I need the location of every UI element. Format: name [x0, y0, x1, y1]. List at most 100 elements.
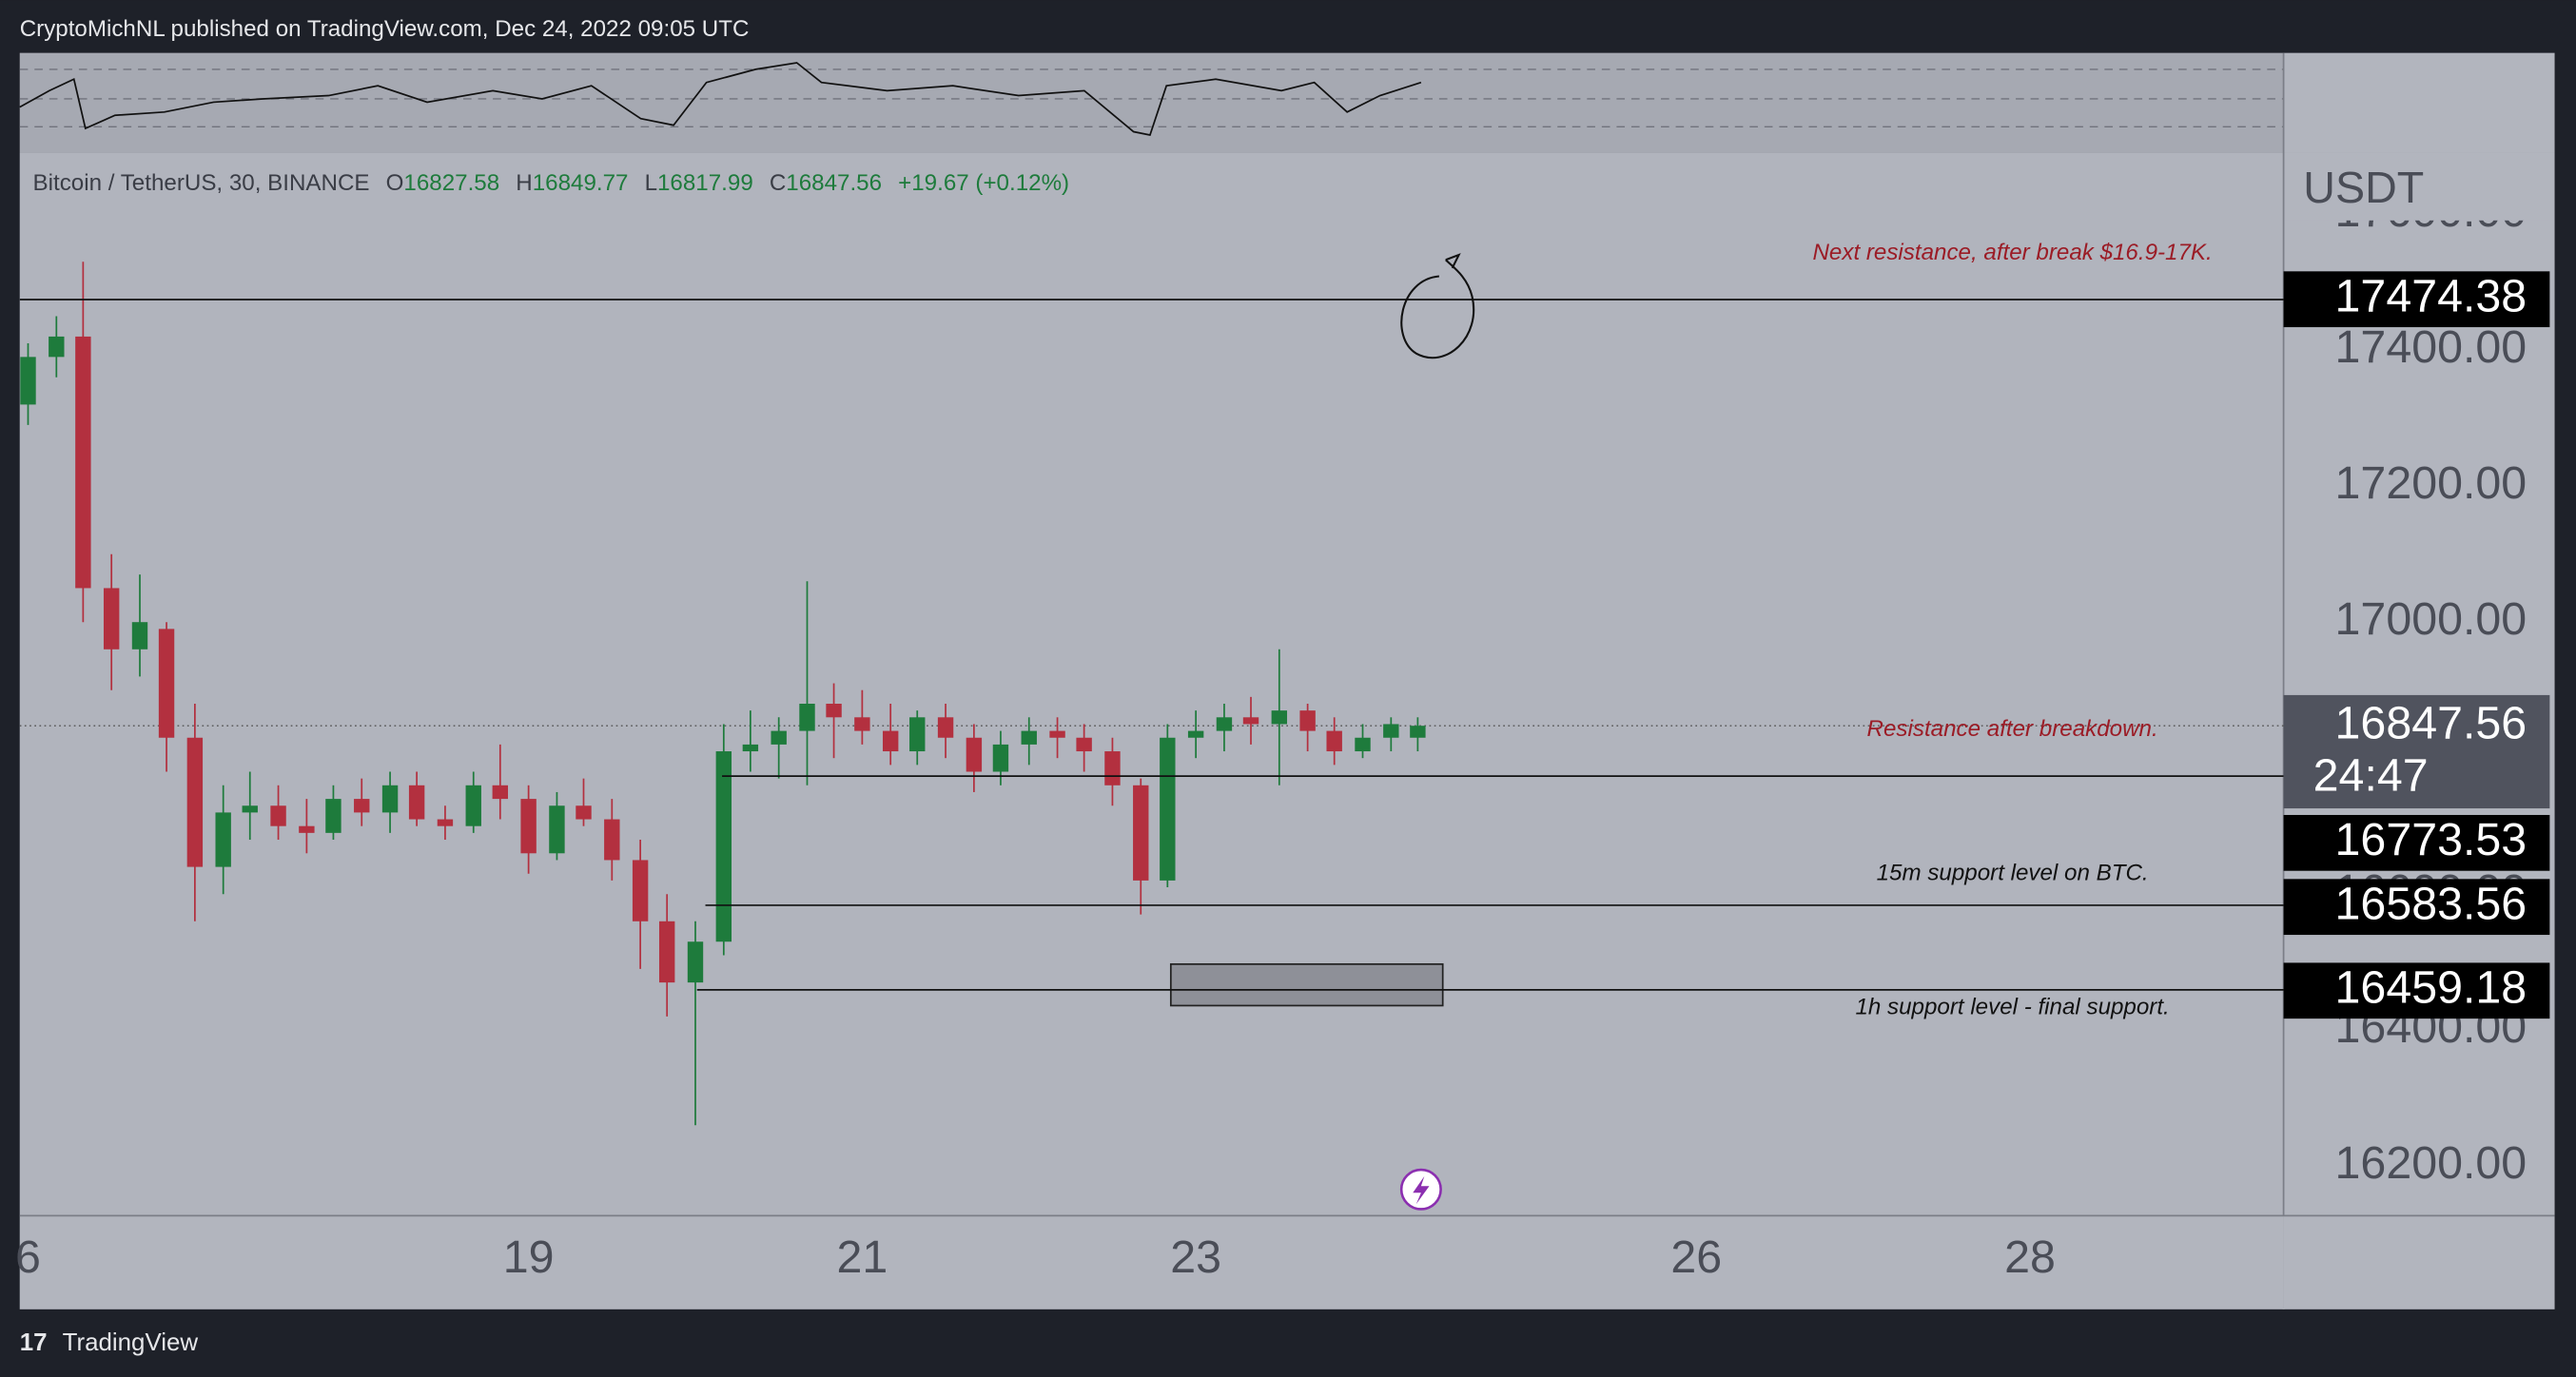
candle-body [1355, 737, 1371, 752]
candle-body [1271, 710, 1288, 725]
y-tick-label: 17200.00 [2335, 457, 2527, 509]
time-scale [19, 1215, 2284, 1309]
y-tick-label: 17400.00 [2335, 321, 2527, 373]
last-price-label: 16847.56 [2335, 697, 2527, 748]
level-note: Next resistance, after break $16.9-17K. [1812, 240, 2212, 265]
level-note: 15m support level on BTC. [1877, 861, 2149, 886]
legend-value: 16847.56 [786, 170, 882, 196]
legend: Bitcoin / TetherUS, 30, BINANCE O16827.5… [33, 170, 1070, 196]
indicator-pane [19, 52, 2284, 153]
countdown-label: 24:47 [2313, 750, 2429, 802]
legend-change: +19.67 (+0.12%) [898, 170, 1069, 196]
y-tick-label: 17000.00 [2335, 593, 2527, 645]
indicator-line [19, 62, 1422, 136]
candle-body [299, 825, 315, 833]
candle-body [909, 717, 926, 752]
plot [19, 262, 2284, 1126]
price-pane [19, 152, 2284, 1216]
price-scale [2283, 152, 2555, 1216]
candle-body [799, 703, 815, 731]
x-tick-label: 23 [1170, 1232, 1221, 1283]
drawing-circle [1400, 259, 1475, 359]
level-note: Resistance after breakdown. [1867, 716, 2158, 742]
logo: 17 [20, 1329, 48, 1356]
event-icon [1413, 1175, 1430, 1205]
candle-body [771, 730, 787, 745]
legend-value: 16849.77 [533, 170, 629, 196]
candle-body [325, 799, 342, 833]
candle-body [242, 805, 258, 813]
candle-body [658, 921, 675, 983]
indicator-scale [2283, 52, 2555, 153]
footer-brand: TradingView [63, 1329, 199, 1356]
candle-body [1299, 710, 1316, 731]
candle-body [1242, 717, 1259, 725]
candle-body [492, 785, 509, 800]
corner [2283, 1215, 2555, 1309]
candle-body [215, 812, 231, 867]
candle-body [1104, 751, 1121, 785]
candle-body [715, 751, 732, 942]
candle-body [604, 819, 620, 861]
candle-body [937, 717, 954, 738]
candle-body [1049, 730, 1065, 738]
legend-value: 16817.99 [657, 170, 753, 196]
price-label-box [2283, 962, 2550, 1019]
zone [1169, 962, 1444, 1007]
candle-body [742, 744, 759, 752]
candle-body [882, 730, 899, 752]
price-label: 16583.56 [2335, 878, 2527, 929]
candle-body [381, 785, 399, 813]
price-label: 16773.53 [2335, 814, 2527, 865]
candle-body [20, 357, 36, 405]
level-note: 1h support level - final support. [1855, 994, 2169, 1019]
candle-body [408, 785, 425, 820]
candle-body [1383, 724, 1399, 738]
legend-label: O [386, 170, 404, 196]
price-label-box [2283, 879, 2550, 936]
price-label-box [2283, 814, 2550, 871]
drawing-arrow [1445, 253, 1461, 269]
candle-body [270, 805, 286, 826]
x-tick-label: 21 [836, 1232, 888, 1283]
candle-body [131, 622, 148, 650]
x-tick-label: 26 [1670, 1232, 1722, 1283]
x-tick-label: 28 [2004, 1232, 2056, 1283]
candle-body [354, 799, 370, 813]
candle-body [549, 805, 565, 854]
candle-body [75, 336, 91, 589]
candle-body [992, 744, 1009, 772]
x-tick-label: 19 [503, 1232, 555, 1283]
publish-header: CryptoMichNL published on TradingView.co… [20, 16, 750, 42]
candle-body [49, 336, 65, 358]
candle-body [1133, 785, 1149, 881]
price-label-box [2283, 271, 2550, 328]
candle-body [1021, 730, 1037, 745]
candle-body [632, 860, 649, 921]
price-label: 17474.38 [2335, 270, 2527, 321]
candle-body [687, 941, 704, 983]
candle-body [1410, 726, 1426, 738]
candle-body [1160, 737, 1176, 881]
legend-label: C [770, 170, 786, 196]
candle-body [576, 805, 592, 820]
candle-body [437, 819, 454, 826]
candle-body [186, 737, 204, 867]
last-price-box [2283, 694, 2550, 809]
candle-body [465, 785, 481, 826]
legend-label: L [645, 170, 657, 196]
legend-value: 16827.58 [403, 170, 499, 196]
price-label: 16459.18 [2335, 962, 2527, 1014]
x-tick-label: 6 [15, 1232, 41, 1283]
legend-label: H [516, 170, 532, 196]
symbol: Bitcoin / TetherUS, 30, BINANCE [33, 170, 370, 196]
candle-body [1076, 737, 1092, 752]
candle-body [854, 717, 870, 731]
candle-body [1216, 717, 1233, 731]
candle-body [103, 588, 120, 650]
candle-body [1326, 730, 1342, 752]
candle-body [520, 799, 537, 854]
candle-body [158, 629, 175, 738]
